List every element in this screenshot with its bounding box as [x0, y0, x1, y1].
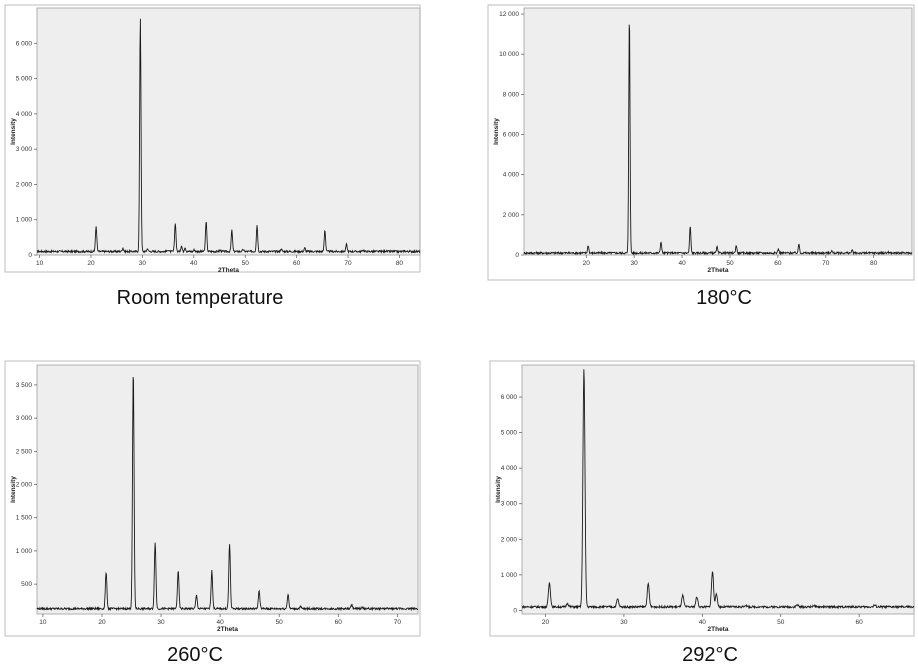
x-tick-label: 70 — [822, 260, 830, 267]
y-tick-label: 0 — [28, 252, 32, 259]
y-tick-label: 1 000 — [501, 572, 518, 579]
plot-area — [521, 364, 915, 615]
y-tick-label: 2 000 — [503, 212, 520, 219]
x-tick-label: 50 — [777, 619, 785, 626]
y-axis-label: Intensity — [10, 476, 17, 503]
y-tick-label: 2 000 — [16, 181, 33, 188]
chart-caption: Room temperature — [116, 287, 284, 309]
plot-area — [36, 7, 421, 256]
y-tick-label: 5 000 — [16, 76, 33, 83]
x-axis-label: 2Theta — [217, 626, 238, 633]
plot-area — [523, 7, 913, 256]
diffraction-trace — [36, 376, 419, 612]
x-axis-label: 2Theta — [218, 267, 239, 274]
y-tick-label: 2 000 — [16, 482, 33, 489]
diffraction-trace — [523, 24, 913, 256]
x-tick-label: 40 — [678, 260, 686, 267]
chart-caption: 292°C — [682, 644, 738, 666]
x-tick-label: 80 — [870, 260, 878, 267]
x-tick-label: 80 — [396, 260, 404, 267]
x-tick-label: 50 — [242, 260, 250, 267]
x-tick-label: 30 — [157, 619, 165, 626]
chart-svg-room-temperature: 0 1 000 2 000 3 000 4 000 5 000 6 000 10 20 30 40 5… — [4, 4, 421, 274]
x-tick-label: 40 — [216, 619, 224, 626]
y-tick-label: 8 000 — [503, 91, 520, 98]
y-tick-label: 3 500 — [16, 382, 33, 389]
x-tick-label: 40 — [190, 260, 198, 267]
chart-svg-180c: 0 2 000 4 000 6 000 8 000 10 000 12 000 20 30 40 5… — [487, 4, 915, 281]
y-axis-label: Intensity — [495, 476, 502, 503]
y-tick-label: 6 000 — [501, 394, 518, 401]
x-tick-label: 10 — [39, 619, 47, 626]
diffraction-trace — [521, 369, 915, 610]
x-tick-label: 30 — [631, 260, 639, 267]
y-axis-label: Intensity — [10, 118, 17, 145]
x-tick-label: 20 — [583, 260, 591, 267]
y-tick-label: 1 000 — [16, 217, 33, 224]
y-axis-label: Intensity — [493, 118, 500, 145]
y-tick-label: 4 000 — [16, 111, 33, 118]
x-tick-label: 50 — [726, 260, 734, 267]
plot-area — [36, 364, 419, 615]
y-tick-label: 3 000 — [16, 415, 33, 422]
x-tick-label: 60 — [774, 260, 782, 267]
x-tick-label: 40 — [699, 619, 707, 626]
y-tick-label: 6 000 — [16, 40, 33, 47]
x-tick-label: 10 — [36, 260, 44, 267]
x-tick-label: 20 — [98, 619, 106, 626]
x-tick-label: 60 — [293, 260, 301, 267]
y-tick-label: 2 500 — [16, 448, 33, 455]
x-tick-label: 20 — [542, 619, 550, 626]
x-tick-label: 70 — [394, 619, 402, 626]
x-axis-label: 2Theta — [708, 626, 729, 633]
y-tick-label: 12 000 — [499, 11, 519, 18]
chart-svg-260c: 500 1 000 1 500 2 000 2 500 3 000 3 500 10 20 30 4… — [4, 360, 421, 637]
x-tick-label: 50 — [276, 619, 284, 626]
y-tick-label: 3 000 — [501, 501, 518, 508]
y-tick-label: 1 000 — [16, 548, 33, 555]
y-tick-label: 2 000 — [501, 536, 518, 543]
y-tick-label: 500 — [21, 581, 32, 588]
x-tick-label: 30 — [620, 619, 628, 626]
y-tick-label: 0 — [513, 607, 517, 614]
x-tick-label: 60 — [335, 619, 343, 626]
y-tick-label: 5 000 — [501, 430, 518, 437]
y-tick-label: 4 000 — [503, 172, 520, 179]
diffraction-trace — [36, 18, 421, 255]
y-tick-label: 6 000 — [503, 132, 520, 139]
x-tick-label: 60 — [856, 619, 864, 626]
chart-caption: 260°C — [167, 644, 223, 666]
y-tick-label: 10 000 — [499, 51, 519, 58]
x-tick-label: 30 — [139, 260, 147, 267]
x-tick-label: 70 — [344, 260, 352, 267]
chart-caption: 180°C — [696, 287, 752, 309]
y-tick-label: 3 000 — [16, 146, 33, 153]
y-tick-label: 0 — [515, 252, 519, 259]
x-tick-label: 20 — [87, 260, 95, 267]
y-tick-label: 4 000 — [501, 465, 518, 472]
x-axis-label: 2Theta — [708, 267, 729, 274]
y-tick-label: 1 500 — [16, 515, 33, 522]
